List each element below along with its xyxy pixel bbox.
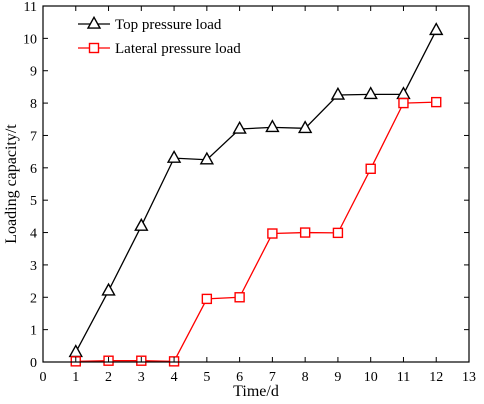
legend-square-marker bbox=[88, 42, 100, 54]
x-tick-label: 6 bbox=[236, 370, 243, 385]
data-point-triangle bbox=[396, 86, 411, 100]
x-tick-label: 13 bbox=[462, 370, 476, 385]
y-axis-title: Loading capacity/t bbox=[3, 124, 20, 244]
legend-label-top-pressure: Top pressure load bbox=[115, 17, 222, 33]
x-tick-label: 1 bbox=[72, 370, 79, 385]
data-point-triangle bbox=[297, 120, 313, 134]
x-tick-label: 10 bbox=[364, 370, 378, 385]
data-point-square bbox=[234, 292, 245, 303]
x-tick-label: 2 bbox=[105, 370, 112, 385]
data-point-square bbox=[299, 227, 311, 238]
x-tick-label: 8 bbox=[302, 370, 309, 385]
y-tick-label: 3 bbox=[30, 259, 37, 274]
x-axis-title: Time/d bbox=[233, 383, 279, 400]
y-tick-label: 9 bbox=[30, 65, 37, 80]
series-line bbox=[75, 29, 437, 353]
y-tick-label: 7 bbox=[30, 129, 37, 144]
data-point-triangle bbox=[199, 151, 215, 165]
x-tick-label: 0 bbox=[40, 370, 47, 385]
data-point-square bbox=[267, 228, 278, 239]
data-point-triangle bbox=[363, 86, 378, 100]
data-point-triangle bbox=[429, 22, 444, 36]
y-tick-label: 11 bbox=[24, 0, 37, 15]
series-lateral-pressure bbox=[70, 96, 442, 367]
series-top-pressure bbox=[68, 22, 444, 358]
data-point-square bbox=[398, 97, 409, 109]
data-point-triangle bbox=[134, 217, 149, 231]
data-point-square bbox=[431, 96, 442, 108]
legend-label-lateral-pressure: Lateral pressure load bbox=[115, 41, 241, 57]
legend-entry-lateral-pressure: Lateral pressure load bbox=[78, 41, 241, 57]
series-line bbox=[75, 101, 437, 363]
data-point-triangle bbox=[101, 282, 116, 296]
plot-content bbox=[68, 22, 444, 367]
data-point-triangle bbox=[265, 119, 280, 133]
y-tick-label: 4 bbox=[30, 227, 37, 242]
data-point-square bbox=[201, 293, 213, 305]
y-tick-label: 0 bbox=[30, 356, 37, 371]
data-point-triangle bbox=[330, 86, 346, 100]
x-tick-label: 11 bbox=[397, 370, 410, 385]
legend: Top pressure load Lateral pressure load bbox=[78, 15, 241, 57]
plot-frame bbox=[42, 5, 470, 363]
data-point-triangle bbox=[232, 120, 247, 134]
y-tick-label: 6 bbox=[30, 162, 37, 177]
x-tick-label: 12 bbox=[429, 370, 443, 385]
x-tick-label: 5 bbox=[203, 370, 210, 385]
data-point-triangle bbox=[166, 149, 182, 163]
x-tick-label: 9 bbox=[334, 370, 341, 385]
legend-triangle-marker bbox=[86, 15, 102, 29]
data-point-square bbox=[332, 227, 344, 239]
y-tick-label: 5 bbox=[30, 194, 37, 209]
y-tick-label: 10 bbox=[23, 32, 37, 47]
legend-entry-top-pressure: Top pressure load bbox=[78, 15, 222, 33]
x-tick-label: 3 bbox=[138, 370, 145, 385]
y-tick-label: 2 bbox=[30, 291, 37, 306]
x-tick-label: 4 bbox=[171, 370, 178, 385]
y-tick-label: 1 bbox=[30, 324, 37, 339]
data-point-square bbox=[365, 163, 376, 174]
y-tick-label: 8 bbox=[30, 97, 37, 112]
data-point-triangle bbox=[68, 344, 83, 358]
x-tick-label: 7 bbox=[269, 370, 276, 385]
